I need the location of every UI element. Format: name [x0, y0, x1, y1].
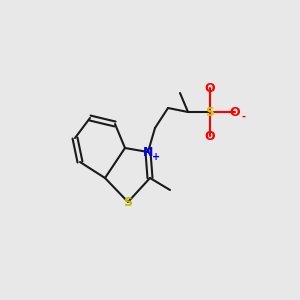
Text: +: + — [152, 152, 160, 162]
Text: S: S — [124, 196, 133, 208]
Text: O: O — [205, 82, 215, 94]
Text: -: - — [242, 112, 246, 122]
Text: N: N — [143, 146, 153, 158]
Text: S: S — [206, 106, 214, 118]
Text: O: O — [205, 130, 215, 142]
Text: O: O — [230, 106, 240, 118]
